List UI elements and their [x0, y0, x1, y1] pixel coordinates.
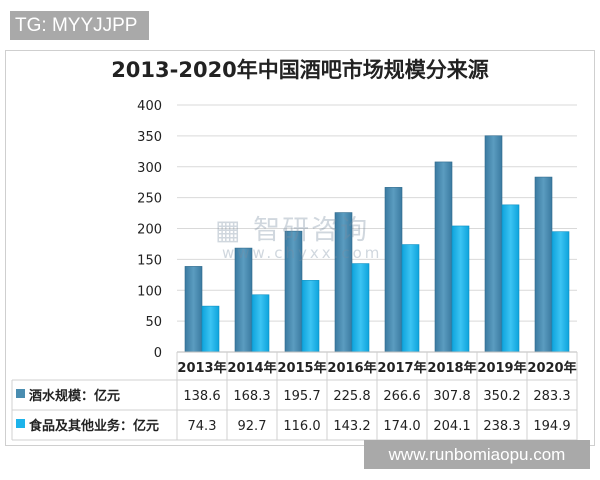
y-tick-label: 200: [137, 223, 162, 238]
bar-food: [201, 305, 220, 353]
y-tick-label: 50: [145, 315, 162, 330]
bar-food: [551, 231, 570, 353]
data-label: 168.3: [233, 389, 270, 404]
y-tick-label: 250: [137, 192, 162, 207]
site-label: www.runbomiaopu.com: [364, 440, 590, 469]
bar-drinks: [534, 176, 553, 353]
data-label: 92.7: [238, 419, 267, 434]
data-label: 138.6: [183, 389, 220, 404]
data-label: 116.0: [283, 419, 320, 434]
data-label: 74.3: [188, 419, 217, 434]
data-label: 174.0: [383, 419, 420, 434]
data-label: 266.6: [383, 389, 420, 404]
bar-food: [401, 244, 420, 353]
bar-food: [351, 263, 370, 353]
y-tick-label: 150: [137, 253, 162, 268]
category-label: 2017年: [377, 360, 426, 376]
bar-drinks: [484, 135, 503, 353]
category-label: 2020年: [527, 360, 576, 376]
bar-food: [301, 280, 320, 353]
data-label: 283.3: [533, 389, 570, 404]
bar-food: [501, 204, 520, 353]
data-label: 238.3: [483, 419, 520, 434]
data-label: 204.1: [433, 419, 470, 434]
y-tick-label: 350: [137, 130, 162, 145]
bar-food: [251, 294, 270, 353]
data-label: 307.8: [433, 389, 470, 404]
bar-drinks: [184, 266, 203, 353]
y-tick-label: 0: [154, 346, 162, 361]
data-label: 143.2: [333, 419, 370, 434]
category-label: 2019年: [477, 360, 526, 376]
category-label: 2013年: [177, 360, 226, 376]
legend-swatch: [16, 419, 25, 428]
category-label: 2018年: [427, 360, 476, 376]
chart-title: 2013-2020年中国酒吧市场规模分来源: [111, 58, 489, 82]
watermark-logo: ▦ 智研咨询: [215, 215, 370, 246]
data-label: 195.7: [283, 389, 320, 404]
y-tick-label: 100: [137, 284, 162, 299]
y-tick-label: 400: [137, 99, 162, 114]
data-label: 350.2: [483, 389, 520, 404]
category-label: 2015年: [277, 360, 326, 376]
legend-label: 食品及其他业务：亿元: [29, 418, 159, 434]
data-label: 194.9: [533, 419, 570, 434]
legend-label: 酒水规模：亿元: [29, 388, 120, 404]
data-label: 225.8: [333, 389, 370, 404]
y-tick-label: 300: [137, 161, 162, 176]
legend-swatch: [16, 389, 25, 398]
bar-drinks: [234, 247, 253, 353]
bar-food: [451, 225, 470, 353]
watermark-url: www.chyxx.com: [222, 244, 383, 262]
category-label: 2016年: [327, 360, 376, 376]
bar-drinks: [434, 161, 453, 353]
bar-drinks: [384, 187, 403, 353]
category-label: 2014年: [227, 360, 276, 376]
tag-label: TG: MYYJJPP: [10, 11, 149, 40]
